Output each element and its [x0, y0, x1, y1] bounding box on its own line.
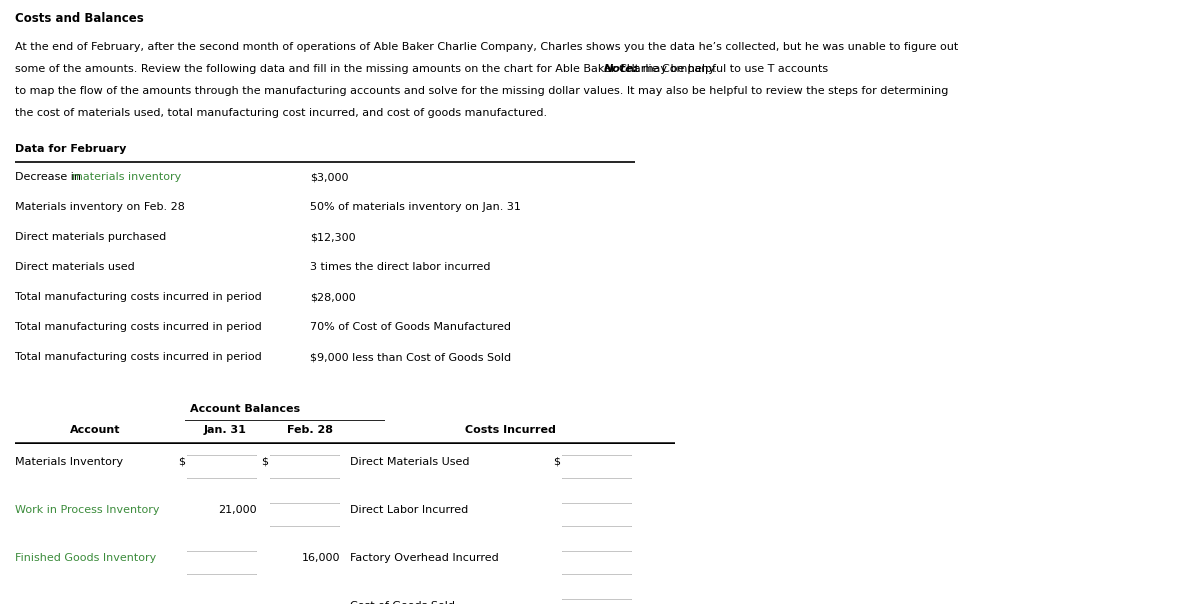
Text: Account Balances: Account Balances	[190, 404, 300, 414]
Text: to map the flow of the amounts through the manufacturing accounts and solve for : to map the flow of the amounts through t…	[14, 86, 948, 96]
Text: $3,000: $3,000	[310, 172, 348, 182]
Text: $: $	[178, 457, 185, 467]
Text: Costs and Balances: Costs and Balances	[14, 12, 144, 25]
Text: Account: Account	[70, 425, 120, 435]
FancyBboxPatch shape	[560, 599, 634, 604]
Text: materials inventory: materials inventory	[72, 172, 181, 182]
Text: Finished Goods Inventory: Finished Goods Inventory	[14, 553, 156, 563]
Text: Jan. 31: Jan. 31	[204, 425, 246, 435]
Text: $12,300: $12,300	[310, 232, 355, 242]
Text: 70% of Cost of Goods Manufactured: 70% of Cost of Goods Manufactured	[310, 322, 511, 332]
Text: Data for February: Data for February	[14, 144, 126, 154]
Text: 50% of materials inventory on Jan. 31: 50% of materials inventory on Jan. 31	[310, 202, 521, 212]
Text: $28,000: $28,000	[310, 292, 355, 302]
FancyBboxPatch shape	[268, 503, 342, 527]
Text: $: $	[262, 457, 268, 467]
FancyBboxPatch shape	[560, 503, 634, 527]
Text: Factory Overhead Incurred: Factory Overhead Incurred	[350, 553, 499, 563]
Text: Costs Incurred: Costs Incurred	[464, 425, 556, 435]
Text: Total manufacturing costs incurred in period: Total manufacturing costs incurred in pe…	[14, 322, 262, 332]
Text: some of the amounts. Review the following data and fill in the missing amounts o: some of the amounts. Review the followin…	[14, 64, 720, 74]
Text: Direct Materials Used: Direct Materials Used	[350, 457, 469, 467]
Text: Materials Inventory: Materials Inventory	[14, 457, 124, 467]
FancyBboxPatch shape	[185, 455, 259, 479]
Text: Materials inventory on Feb. 28: Materials inventory on Feb. 28	[14, 202, 185, 212]
Text: the cost of materials used, total manufacturing cost incurred, and cost of goods: the cost of materials used, total manufa…	[14, 108, 547, 118]
Text: Total manufacturing costs incurred in period: Total manufacturing costs incurred in pe…	[14, 292, 262, 302]
Text: 3 times the direct labor incurred: 3 times the direct labor incurred	[310, 262, 491, 272]
FancyBboxPatch shape	[268, 455, 342, 479]
Text: Direct Labor Incurred: Direct Labor Incurred	[350, 505, 468, 515]
Text: Direct materials used: Direct materials used	[14, 262, 134, 272]
Text: Total manufacturing costs incurred in period: Total manufacturing costs incurred in pe…	[14, 352, 262, 362]
FancyBboxPatch shape	[560, 551, 634, 575]
FancyBboxPatch shape	[185, 551, 259, 575]
Text: Direct materials purchased: Direct materials purchased	[14, 232, 167, 242]
FancyBboxPatch shape	[560, 455, 634, 479]
Text: Work in Process Inventory: Work in Process Inventory	[14, 505, 160, 515]
Text: $: $	[553, 457, 560, 467]
Text: Cost of Goods Sold: Cost of Goods Sold	[350, 601, 455, 604]
Text: $9,000 less than Cost of Goods Sold: $9,000 less than Cost of Goods Sold	[310, 352, 511, 362]
Text: It may be helpful to use T accounts: It may be helpful to use T accounts	[628, 64, 828, 74]
Text: At the end of February, after the second month of operations of Able Baker Charl: At the end of February, after the second…	[14, 42, 959, 52]
Text: 16,000: 16,000	[301, 553, 340, 563]
Text: 21,000: 21,000	[218, 505, 257, 515]
Text: Note:: Note:	[604, 64, 638, 74]
Text: Feb. 28: Feb. 28	[287, 425, 334, 435]
Text: Decrease in: Decrease in	[14, 172, 84, 182]
